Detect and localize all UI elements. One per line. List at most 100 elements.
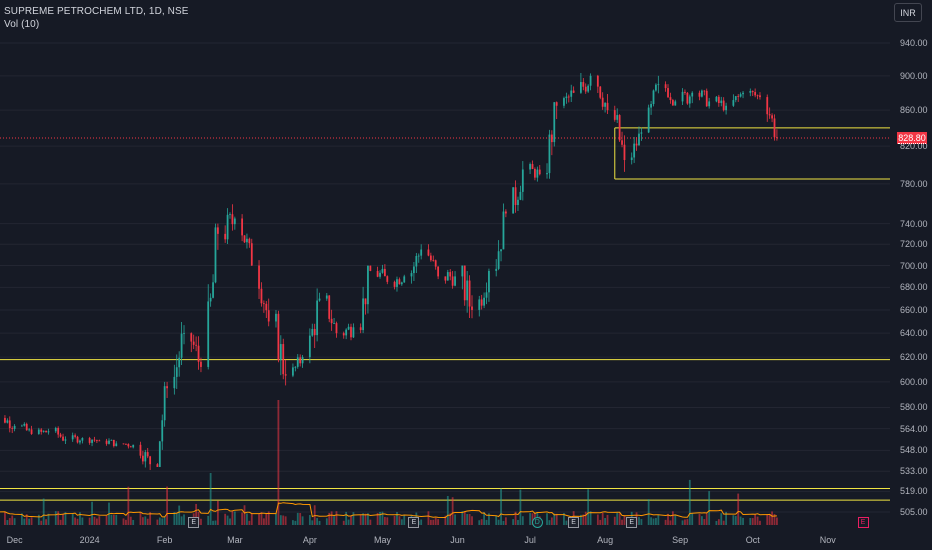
candle[interactable] [463,265,466,306]
earnings-marker[interactable]: E [857,517,869,528]
candle[interactable] [25,422,28,431]
candle[interactable] [587,84,590,93]
candle[interactable] [647,104,650,134]
candle[interactable] [630,152,633,165]
candle[interactable] [88,436,91,445]
candle[interactable] [122,443,125,445]
candle[interactable] [584,83,587,94]
candle[interactable] [461,265,464,290]
candle[interactable] [635,137,638,151]
candle[interactable] [129,445,132,448]
candle[interactable] [294,366,297,372]
candle[interactable] [115,441,118,447]
candle[interactable] [514,180,517,213]
candle[interactable] [13,424,16,432]
earnings-marker[interactable]: E [568,517,580,528]
candle[interactable] [161,414,164,450]
candle[interactable] [93,436,96,442]
candle[interactable] [158,440,161,468]
candle[interactable] [308,328,311,364]
candle[interactable] [410,270,413,284]
candle[interactable] [54,426,57,433]
candle[interactable] [722,97,725,112]
candle[interactable] [173,364,176,395]
candle[interactable] [623,135,626,172]
candle[interactable] [265,301,268,319]
candle[interactable] [311,323,314,337]
candle[interactable] [538,165,541,176]
candle[interactable] [671,98,674,106]
candle[interactable] [362,286,364,334]
candle[interactable] [601,92,604,110]
candle[interactable] [621,131,623,148]
candle[interactable] [91,439,93,447]
candle[interactable] [241,214,243,242]
candle[interactable] [655,83,657,92]
candle[interactable] [521,161,524,201]
candle[interactable] [434,259,437,270]
candle[interactable] [400,281,403,286]
candle[interactable] [192,334,195,350]
candle[interactable] [708,97,711,109]
candle[interactable] [62,433,64,442]
candle[interactable] [497,240,500,271]
candle[interactable] [616,108,619,123]
candle[interactable] [325,292,328,301]
candle[interactable] [71,432,74,442]
candle[interactable] [483,292,485,309]
candle[interactable] [413,261,415,281]
candle[interactable] [74,433,77,439]
candle[interactable] [258,260,260,300]
candle[interactable] [64,436,67,444]
candle[interactable] [715,96,718,103]
candle[interactable] [570,84,573,102]
candle[interactable] [652,89,655,107]
candle[interactable] [166,381,168,398]
candle[interactable] [30,425,33,435]
candle[interactable] [224,225,227,243]
candle[interactable] [381,264,384,274]
candle[interactable] [613,105,616,122]
candle[interactable] [149,455,152,471]
candle[interactable] [417,253,420,263]
candle[interactable] [282,338,285,380]
candle[interactable] [180,322,183,365]
candle[interactable] [669,92,672,104]
candle[interactable] [688,94,691,108]
candle[interactable] [657,75,660,94]
candle[interactable] [403,274,406,283]
volume-indicator-label[interactable]: Vol (10) [4,19,40,30]
candle[interactable] [200,357,202,373]
earnings-marker[interactable]: E [188,517,200,528]
candle[interactable] [664,81,667,92]
candle[interactable] [279,335,282,376]
candle[interactable] [756,94,759,100]
candle[interactable] [742,90,744,99]
candle[interactable] [190,332,193,353]
candle[interactable] [42,430,45,433]
candle[interactable] [555,101,558,120]
candle[interactable] [427,244,430,257]
candle[interactable] [20,424,23,427]
candle[interactable] [776,129,778,141]
candle[interactable] [28,428,31,432]
candle[interactable] [260,282,263,307]
candle[interactable] [604,102,606,113]
candle[interactable] [139,441,142,459]
symbol-title[interactable]: SUPREME PETROCHEM LTD, 1D, NSE [4,6,189,17]
candle[interactable] [471,295,473,319]
candle[interactable] [563,96,565,109]
candle[interactable] [550,130,553,156]
candle[interactable] [451,271,454,289]
candle[interactable] [132,444,135,449]
candle[interactable] [739,92,742,98]
candle[interactable] [141,450,144,465]
candle[interactable] [146,447,149,459]
candle[interactable] [705,88,708,107]
candle[interactable] [40,428,43,435]
candle[interactable] [446,269,449,281]
candle[interactable] [376,266,379,278]
candle[interactable] [352,323,355,338]
candle[interactable] [231,204,234,231]
candle[interactable] [11,426,14,434]
